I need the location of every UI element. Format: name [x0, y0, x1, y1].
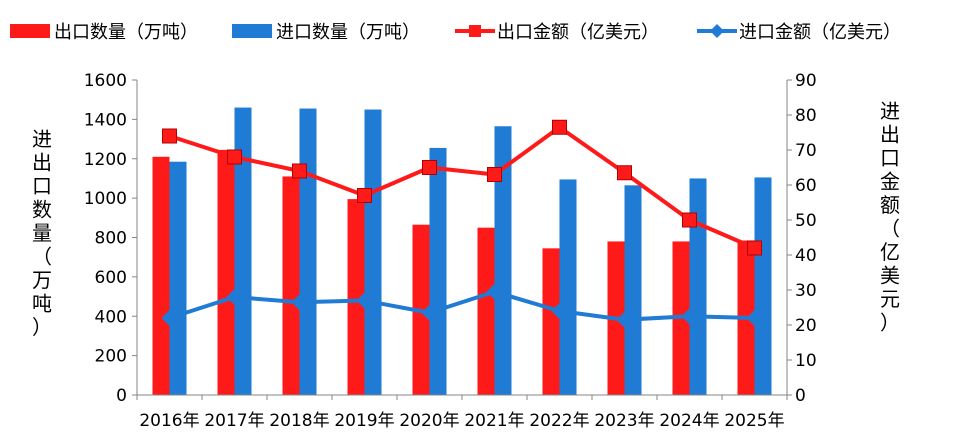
point-export-amount-6 [552, 119, 567, 135]
point-export-amount-3 [357, 188, 372, 203]
left-tick-label: 1000 [84, 189, 127, 209]
point-import-amount-8 [681, 308, 698, 325]
right-tick-label: 40 [795, 246, 817, 266]
point-import-amount-5 [486, 283, 503, 300]
point-export-amount-5 [487, 167, 502, 182]
point-import-amount-1 [226, 289, 243, 305]
bar-import-qty-3 [364, 109, 382, 395]
point-import-amount-7 [616, 311, 633, 328]
point-import-amount-6 [551, 303, 568, 319]
bar-import-qty-4 [429, 147, 447, 395]
point-import-amount-4 [421, 304, 438, 321]
x-tick-label: 2021年 [464, 411, 524, 431]
point-export-amount-4 [422, 160, 437, 175]
point-export-amount-0 [162, 128, 177, 144]
x-tick-label: 2025年 [724, 411, 784, 431]
right-axis-title-text: 进出口金额（亿美元） [880, 99, 900, 335]
right-tick-label: 80 [795, 106, 817, 126]
bar-import-qty-8 [689, 178, 707, 395]
legend-swatch-marker-2 [469, 25, 481, 37]
left-tick-label: 1400 [84, 110, 127, 130]
bars [152, 107, 772, 396]
bar-import-qty-6 [559, 179, 577, 395]
legend: 出口数量（万吨） 进口数量（万吨） 出口金额（亿美元） 进口金额（亿美元） [10, 22, 901, 43]
x-tick-label: 2020年 [399, 411, 459, 431]
legend-label-2: 出口金额（亿美元） [497, 22, 659, 43]
lines [161, 119, 763, 328]
left-tick-label: 0 [116, 386, 127, 406]
x-tick-label: 2019年 [334, 411, 394, 431]
point-export-amount-2 [292, 163, 307, 179]
left-axis-title: 进出口数量（万吨） [32, 127, 52, 339]
bar-export-qty-2 [282, 176, 300, 395]
point-import-amount-2 [291, 294, 308, 311]
right-tick-label: 20 [795, 316, 817, 336]
right-tick-label: 30 [795, 281, 817, 301]
legend-label-1: 进口数量（万吨） [276, 22, 420, 43]
bar-export-qty-3 [347, 199, 365, 395]
left-tick-label: 1200 [84, 150, 127, 170]
left-axis-ticks: 0 200 400 600 800 1000 1200 1400 1600 [84, 71, 137, 406]
legend-swatch-1 [232, 24, 272, 38]
point-export-amount-1 [227, 149, 242, 165]
right-tick-label: 60 [795, 176, 817, 196]
left-tick-label: 400 [95, 307, 127, 327]
line-import-amount [168, 289, 755, 322]
point-export-amount-8 [682, 212, 697, 228]
point-import-amount-9 [746, 310, 763, 326]
bar-export-qty-1 [217, 149, 235, 395]
right-tick-label: 50 [795, 211, 817, 231]
legend-label-3: 进口金额（亿美元） [739, 22, 901, 43]
point-import-amount-3 [356, 292, 373, 309]
left-axis-title-text: 进出口数量（万吨） [32, 127, 52, 339]
left-tick-label: 800 [95, 229, 127, 249]
bar-import-qty-5 [494, 126, 512, 396]
x-tick-label: 2016年 [139, 411, 199, 431]
right-tick-label: 90 [795, 71, 817, 91]
bar-import-qty-2 [299, 108, 317, 396]
x-tick-label: 2024年 [659, 411, 719, 431]
line-export-amount [168, 125, 756, 250]
bar-export-qty-6 [542, 248, 560, 395]
left-tick-label: 1600 [84, 71, 127, 91]
left-tick-label: 600 [95, 268, 127, 288]
bar-import-qty-7 [624, 185, 642, 395]
bar-export-qty-5 [477, 227, 495, 395]
point-export-amount-9 [747, 240, 762, 256]
left-tick-label: 200 [95, 347, 127, 367]
right-axis-ticks: 0 10 20 30 40 50 60 70 80 90 [787, 71, 817, 406]
x-tick-label: 2018年 [269, 411, 329, 431]
legend-swatch-0 [10, 24, 50, 38]
point-import-amount-0 [161, 310, 178, 326]
x-tick-label: 2017年 [204, 411, 264, 431]
bar-import-qty-0 [169, 161, 187, 395]
bar-export-qty-0 [152, 156, 170, 395]
right-tick-label: 70 [795, 141, 817, 161]
bar-import-qty-9 [754, 177, 772, 395]
x-axis-ticks: 2016年 2017年 2018年 2019年 2020年 2021年 2022年 2023年… [136, 395, 788, 431]
point-export-amount-7 [617, 165, 632, 181]
legend-swatch-marker-3 [710, 24, 724, 38]
right-tick-label: 0 [795, 386, 806, 406]
right-axis-title: 进出口金额（亿美元） [880, 99, 900, 335]
bar-import-qty-1 [234, 107, 252, 395]
right-tick-label: 10 [795, 351, 817, 371]
x-tick-label: 2022年 [529, 411, 589, 431]
legend-label-0: 出口数量（万吨） [54, 22, 198, 43]
x-tick-label: 2023年 [594, 411, 654, 431]
